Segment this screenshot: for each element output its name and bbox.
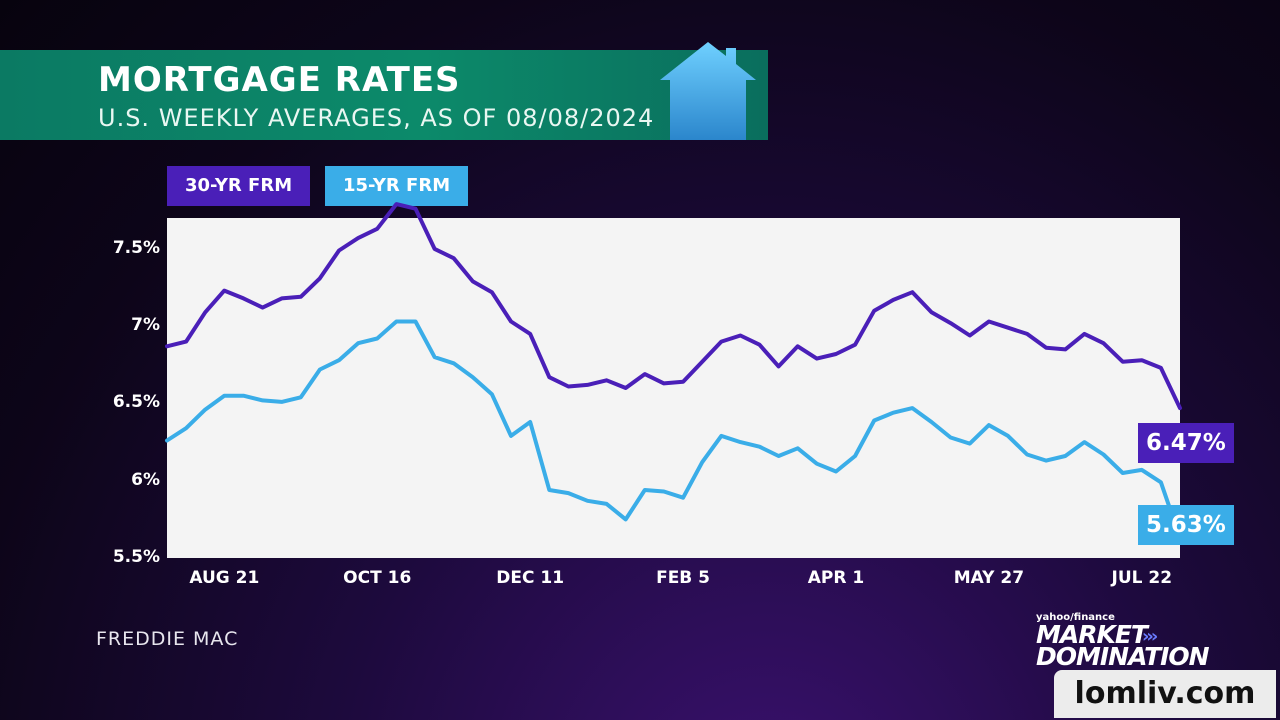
- chart-title: MORTGAGE RATES: [98, 60, 461, 100]
- y-tick-label: 7.5%: [112, 237, 160, 258]
- legend-item-15yr: 15-YR FRM: [325, 166, 469, 206]
- x-tick-label: OCT 16: [343, 568, 412, 588]
- x-tick-label: APR 1: [807, 568, 865, 588]
- chart-subtitle: U.S. WEEKLY AVERAGES, AS OF 08/08/2024: [98, 104, 655, 132]
- x-tick-label: AUG 21: [189, 568, 260, 588]
- plot-area: [167, 218, 1180, 558]
- x-tick-label: MAY 27: [953, 568, 1025, 588]
- y-tick-label: 6.5%: [112, 392, 160, 413]
- x-tick-label: FEB 5: [656, 568, 711, 588]
- legend-item-30yr: 30-YR FRM: [167, 166, 311, 206]
- x-tick-label: DEC 11: [496, 568, 565, 588]
- watermark: lomliv.com: [1054, 670, 1276, 718]
- y-tick-label: 5.5%: [112, 547, 160, 567]
- y-tick-label: 7%: [131, 315, 160, 336]
- chevrons-icon: ›››: [1142, 626, 1158, 647]
- title-banner: MORTGAGE RATES U.S. WEEKLY AVERAGES, AS …: [0, 50, 768, 140]
- y-tick-label: 6%: [131, 469, 160, 490]
- x-tick-label: JUL 22: [1111, 568, 1173, 588]
- end-label-30yr: 6.47%: [1138, 423, 1234, 463]
- data-point: [414, 207, 417, 210]
- source-label: FREDDIE MAC: [96, 628, 239, 650]
- brand-line-2: DOMINATION: [1036, 642, 1210, 671]
- house-icon: [660, 42, 756, 140]
- end-label-15yr: 5.63%: [1138, 505, 1234, 545]
- yahoo-finance-logo-text: yahoo/finance: [1036, 612, 1115, 623]
- brand-line-1: MARKET: [1036, 620, 1148, 649]
